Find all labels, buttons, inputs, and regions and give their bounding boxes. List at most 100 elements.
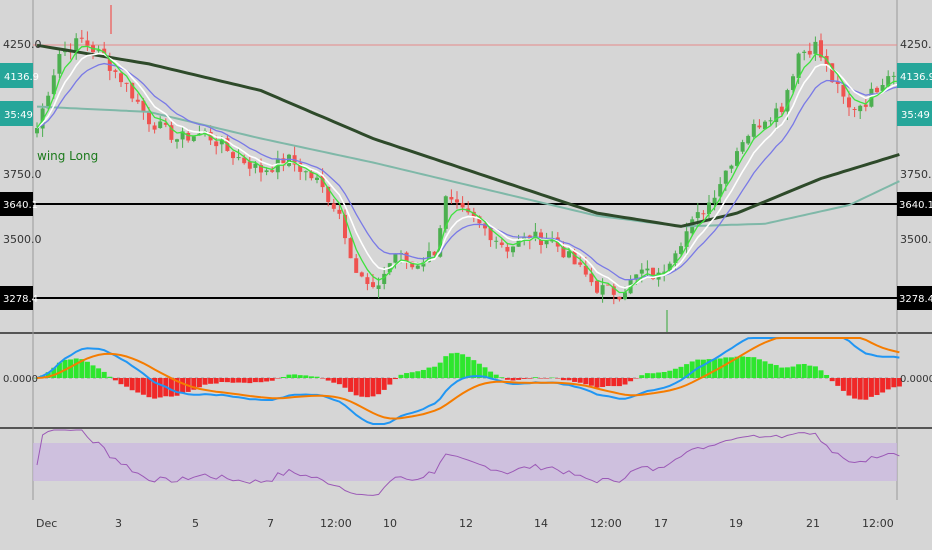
price-pane: wing Long [33,5,902,332]
macd-bar [79,359,85,378]
candle [774,102,779,130]
candle-body [415,265,420,269]
candle-body [718,184,723,197]
candle-body [639,269,644,274]
candle-body [180,131,185,140]
macd-bar [572,378,578,382]
candle [35,122,39,138]
macd-left-tick: 0.0000 [3,374,38,385]
candle [85,31,90,51]
macd-right-tick: 0.0000 [900,374,932,385]
candle-body [214,141,219,147]
x-tick-19: 19 [729,517,743,530]
macd-bar [516,378,522,380]
macd-bar [241,378,247,383]
candle [169,120,174,143]
macd-bar [857,378,863,400]
macd-bar [577,378,583,383]
macd-bar [527,378,533,379]
macd-bar [852,378,858,399]
left-tag-price: 4136.9 [4,72,39,83]
candle [74,33,79,60]
macd-bar [112,378,118,381]
x-tick-1200-c: 12:00 [862,517,894,530]
left-tag-countdown-bg [0,101,33,126]
candle [707,194,711,220]
candle [813,36,818,61]
macd-bar [348,378,354,392]
candle-body [768,120,773,122]
macd-bar [874,378,880,396]
candle-body [886,76,891,87]
candle-body [79,37,84,39]
macd-bar [745,356,751,378]
candle [561,241,566,259]
macd-bar [488,371,494,378]
macd-bar [846,378,852,396]
candle [354,253,359,273]
macd-bar [600,378,606,387]
x-tick-5: 5 [192,517,199,530]
left-tag-3278-bg [0,286,33,310]
macd-bar [656,372,662,378]
candle-body [135,99,140,102]
right-price-axis: 4250.0 3750.0 3500.0 4136.9 35:49 3640.1… [897,38,932,310]
macd-bar [549,377,555,379]
candle-body [270,170,275,172]
candle-body [735,151,739,166]
candle-body [130,82,135,99]
right-tick-3500: 3500.0 [900,233,932,246]
candle-body [751,124,756,137]
rsi-pane [33,429,900,496]
macd-bar [56,362,62,378]
macd-bar [364,378,370,398]
candle-body [662,271,667,273]
macd-bar [661,372,667,378]
candle [348,237,353,259]
macd-bar [616,378,622,387]
left-tag-price-bg [0,63,33,88]
candle-body [511,246,515,253]
macd-bar [213,378,219,384]
time-axis: Dec 3 5 7 12:00 10 12 14 12:00 17 19 21 … [36,517,894,530]
candle [763,120,767,130]
candle-body [852,108,857,110]
macd-bar [252,378,258,383]
candle [499,238,504,248]
macd-bar [90,365,96,378]
candle-body [583,265,588,275]
x-tick-21: 21 [806,517,820,530]
macd-bar [521,378,527,379]
macd-bar [689,361,695,378]
macd-bar [415,371,421,378]
candle [746,134,751,146]
macd-bar [476,363,482,378]
candle [141,97,146,120]
candle [124,82,129,92]
candle-body [253,163,258,168]
candle-body [124,82,129,84]
macd-bar [891,378,897,388]
macd-bar [376,378,382,395]
candle [113,68,118,79]
macd-bar [297,375,303,378]
macd-bar [723,357,729,378]
macd-bar [824,374,830,378]
macd-bar [583,378,589,385]
macd-bar [174,378,180,396]
candle [511,246,515,257]
macd-histogram [34,352,902,400]
macd-bar [700,359,706,378]
candle-body [578,262,583,265]
candle-body [421,261,426,267]
ma-blue-line [36,62,900,281]
candle [365,273,370,291]
candle-body [595,280,599,293]
macd-bar [437,362,443,378]
candle-body [589,273,594,283]
candle-body [611,286,616,295]
candle-body [219,139,224,145]
macd-signal-line [36,337,900,420]
macd-bar [611,378,617,387]
candle-body [807,50,812,55]
